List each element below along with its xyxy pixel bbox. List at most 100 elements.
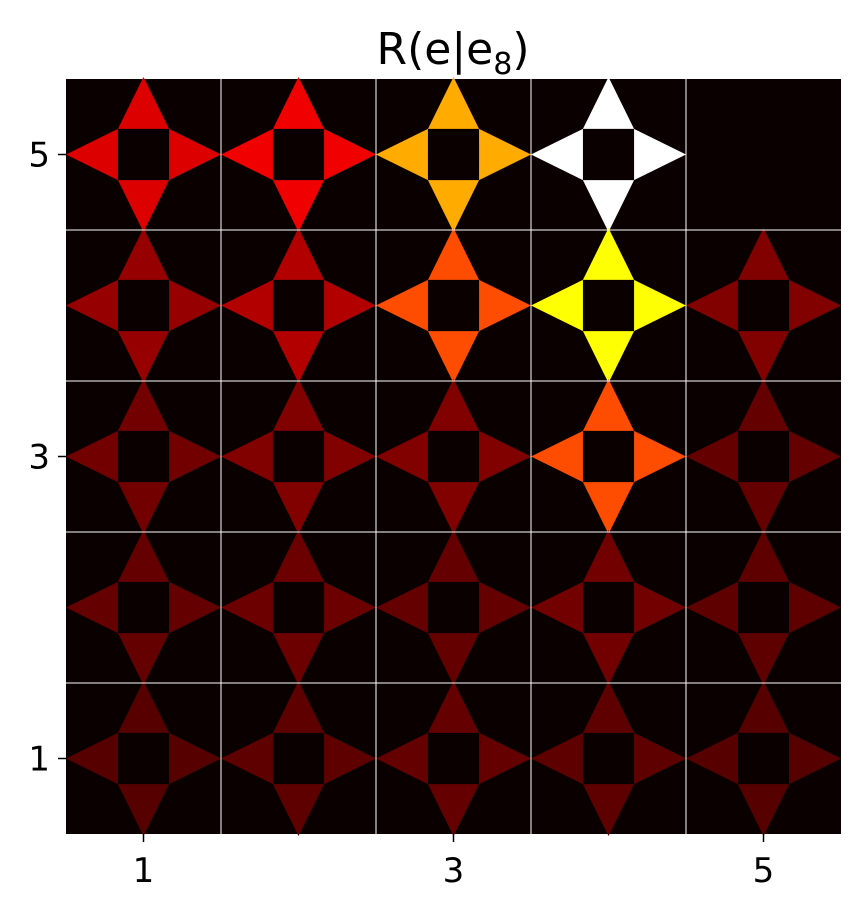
action-left-triangle: [66, 128, 118, 181]
x-tick-label: 3: [443, 851, 465, 891]
grid-cell: [66, 681, 221, 836]
action-left-triangle: [376, 128, 428, 181]
action-right-triangle: [324, 279, 376, 332]
action-right-triangle: [479, 128, 531, 181]
action-left-triangle: [66, 581, 118, 634]
grid-cell: [376, 77, 531, 232]
chart-title-subscript: 8: [493, 47, 512, 82]
action-down-triangle: [737, 784, 790, 836]
action-down-triangle: [737, 331, 790, 383]
action-right-triangle: [169, 581, 221, 634]
action-left-triangle: [376, 581, 428, 634]
action-right-triangle: [789, 279, 841, 332]
action-down-triangle: [582, 633, 635, 685]
action-right-triangle: [479, 581, 531, 634]
action-down-triangle: [117, 482, 170, 534]
action-down-triangle: [737, 482, 790, 534]
action-right-triangle: [169, 279, 221, 332]
action-down-triangle: [582, 482, 635, 534]
grid-cell: [686, 379, 841, 534]
action-up-triangle: [427, 530, 480, 582]
grid-cell: [221, 530, 376, 685]
action-up-triangle: [737, 228, 790, 280]
grid-cell: [66, 530, 221, 685]
action-right-triangle: [169, 128, 221, 181]
action-right-triangle: [324, 732, 376, 785]
grid-cell: [531, 228, 686, 383]
grid-cell: [686, 530, 841, 685]
y-tick-label: 3: [28, 438, 50, 478]
action-up-triangle: [582, 77, 635, 129]
chart-title-base: R(e|e: [377, 24, 494, 75]
grid-cell: [221, 228, 376, 383]
action-right-triangle: [324, 581, 376, 634]
action-right-triangle: [479, 430, 531, 483]
grid-cell: [531, 681, 686, 836]
action-left-triangle: [686, 430, 738, 483]
grid-cell: [531, 379, 686, 534]
action-up-triangle: [272, 379, 325, 431]
action-down-triangle: [427, 331, 480, 383]
action-up-triangle: [737, 530, 790, 582]
action-down-triangle: [117, 633, 170, 685]
grid-cell: [66, 77, 221, 232]
grid-cell: [221, 681, 376, 836]
plot-area: [66, 77, 841, 836]
grid-cell: [376, 681, 531, 836]
grid-cell: [66, 228, 221, 383]
action-left-triangle: [66, 732, 118, 785]
grid-cell: [221, 379, 376, 534]
action-down-triangle: [427, 482, 480, 534]
action-left-triangle: [531, 430, 583, 483]
action-right-triangle: [169, 430, 221, 483]
grid-cell: [376, 228, 531, 383]
action-left-triangle: [531, 581, 583, 634]
action-right-triangle: [324, 430, 376, 483]
action-right-triangle: [479, 732, 531, 785]
action-down-triangle: [272, 331, 325, 383]
chart-title: R(e|e8): [377, 24, 530, 82]
action-down-triangle: [582, 180, 635, 232]
action-right-triangle: [634, 128, 686, 181]
action-up-triangle: [427, 77, 480, 129]
action-down-triangle: [737, 633, 790, 685]
action-left-triangle: [66, 430, 118, 483]
action-right-triangle: [634, 279, 686, 332]
action-right-triangle: [789, 581, 841, 634]
action-left-triangle: [221, 732, 273, 785]
action-down-triangle: [582, 784, 635, 836]
grid-cell: [376, 530, 531, 685]
action-down-triangle: [272, 784, 325, 836]
action-left-triangle: [686, 279, 738, 332]
action-left-triangle: [221, 279, 273, 332]
action-up-triangle: [272, 530, 325, 582]
x-tick-label: 5: [753, 851, 775, 891]
action-right-triangle: [789, 430, 841, 483]
action-down-triangle: [582, 331, 635, 383]
action-left-triangle: [376, 430, 428, 483]
action-left-triangle: [686, 581, 738, 634]
grid-cell: [376, 379, 531, 534]
action-left-triangle: [531, 279, 583, 332]
y-tick-label: 1: [28, 740, 50, 780]
grid-cell: [221, 77, 376, 232]
action-up-triangle: [117, 228, 170, 280]
action-up-triangle: [737, 681, 790, 733]
action-down-triangle: [272, 482, 325, 534]
action-up-triangle: [582, 228, 635, 280]
action-right-triangle: [169, 732, 221, 785]
action-left-triangle: [221, 430, 273, 483]
action-left-triangle: [376, 732, 428, 785]
action-up-triangle: [427, 379, 480, 431]
action-up-triangle: [427, 681, 480, 733]
grid-cell: [531, 77, 686, 232]
axis-ticks: 1 3 5 5 3 1: [28, 136, 774, 892]
action-up-triangle: [117, 530, 170, 582]
action-up-triangle: [582, 530, 635, 582]
action-left-triangle: [686, 732, 738, 785]
action-up-triangle: [582, 681, 635, 733]
action-down-triangle: [117, 180, 170, 232]
action-up-triangle: [117, 681, 170, 733]
action-up-triangle: [737, 379, 790, 431]
action-up-triangle: [582, 379, 635, 431]
